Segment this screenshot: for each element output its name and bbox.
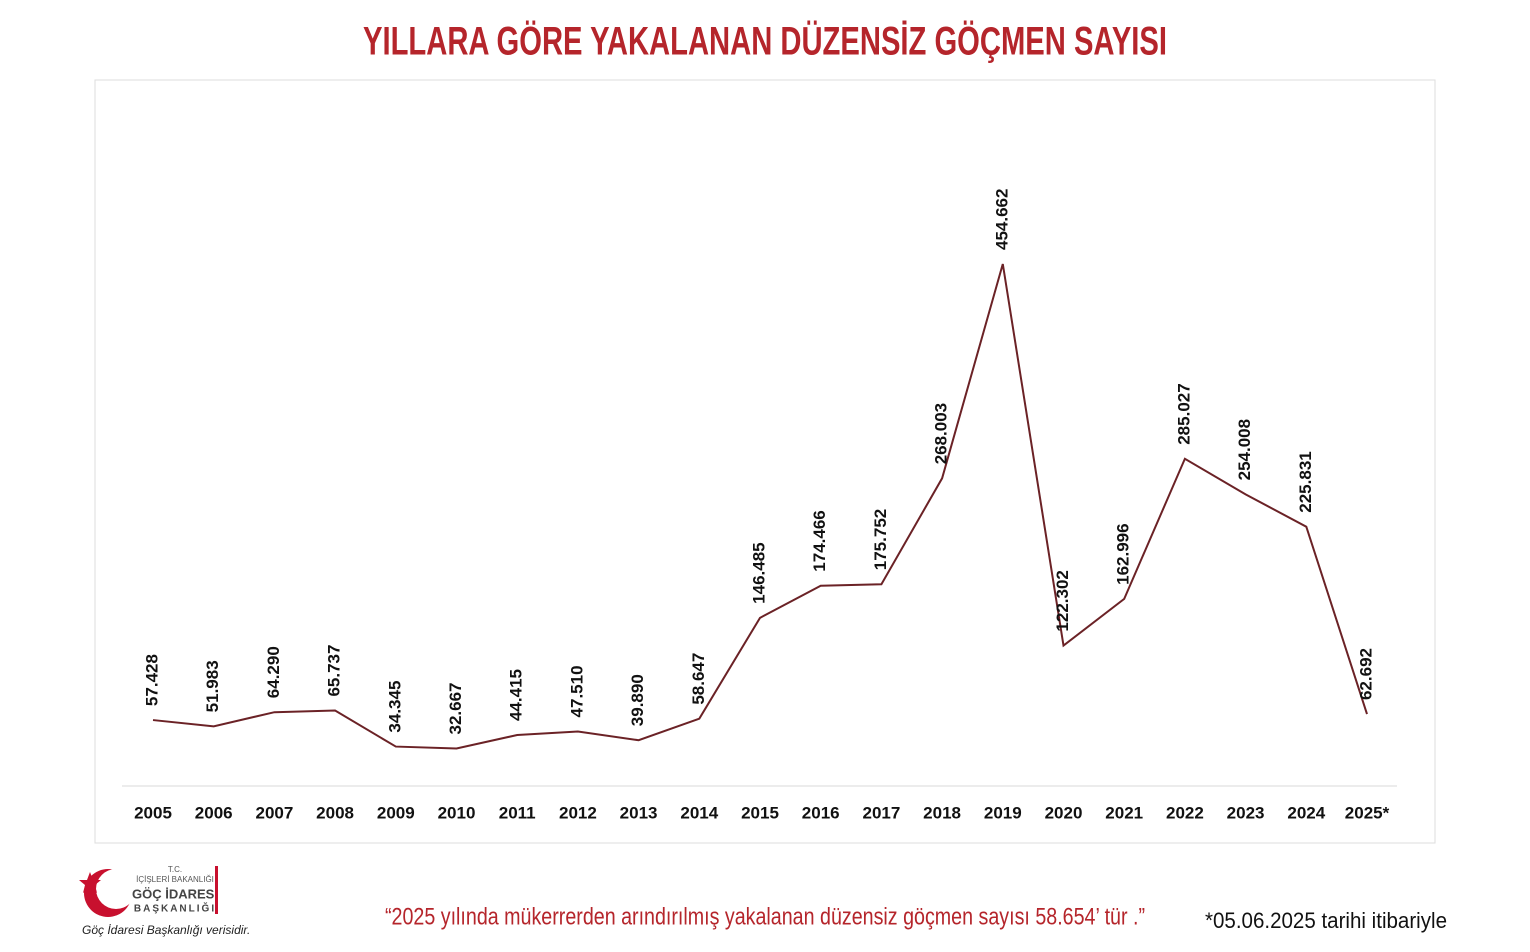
plot-frame: [94, 79, 1436, 844]
data-label: 44.415: [507, 669, 526, 721]
data-label: 34.345: [385, 681, 404, 733]
annotation: *05.06.2025 tarihi itibariyle: [1205, 908, 1447, 933]
data-label: 58.647: [689, 653, 708, 705]
data-label: 32.667: [446, 682, 465, 734]
annotation: “2025 yılında mükerrerden arındırılmış y…: [385, 903, 1145, 930]
x-tick-label: 2022: [1166, 803, 1204, 822]
logo-star: [79, 872, 101, 893]
logo-text: T.C.: [168, 865, 182, 874]
logo-text: İÇİŞLERİ BAKANLIĞI: [136, 875, 214, 884]
x-tick-label: 2008: [316, 803, 354, 822]
data-label: 57.428: [142, 654, 161, 706]
logo-text: BAŞKANLIĞI: [134, 902, 216, 915]
logo-text: GÖÇ İDARESİ: [132, 886, 218, 901]
data-label: 122.302: [1053, 570, 1072, 631]
x-tick-label: 2007: [255, 803, 293, 822]
source-note: Göç İdaresi Başkanlığı verisidir.: [82, 923, 250, 937]
x-tick-label: 2017: [862, 803, 900, 822]
data-label: 174.466: [810, 510, 829, 571]
x-tick-label: 2014: [680, 803, 718, 822]
x-tick-label: 2018: [923, 803, 961, 822]
data-label: 39.890: [628, 674, 647, 726]
x-tick-label: 2020: [1045, 803, 1083, 822]
line: [152, 263, 1368, 750]
data-label: 225.831: [1296, 451, 1315, 512]
data-label: 47.510: [567, 665, 586, 717]
x-tick-label: 2016: [802, 803, 840, 822]
x-tick-label: 2011: [499, 803, 536, 822]
data-label: 64.290: [264, 646, 283, 698]
x-tick-label: 2009: [377, 803, 415, 822]
x-tick-label: 2021: [1105, 803, 1143, 822]
x-tick-label: 2006: [195, 803, 233, 822]
data-label: 454.662: [992, 189, 1011, 250]
x-tick-label: 2023: [1227, 803, 1265, 822]
x-tick-label: 2025*: [1345, 803, 1390, 822]
data-label: 65.737: [325, 645, 344, 697]
x-tick-label: 2012: [559, 803, 597, 822]
data-label: 268.003: [932, 403, 951, 464]
data-label: 162.996: [1114, 523, 1133, 584]
logo-crescent-cut: [96, 869, 136, 909]
chart-title: YILLARA GÖRE YAKALANAN DÜZENSİZ GÖÇMEN S…: [363, 19, 1167, 64]
data-label: 285.027: [1174, 383, 1193, 444]
data-label: 51.983: [203, 660, 222, 712]
data-label: 62.692: [1356, 648, 1375, 700]
x-tick-label: 2019: [984, 803, 1022, 822]
x-tick-label: 2015: [741, 803, 779, 822]
data-label: 254.008: [1235, 419, 1254, 480]
x-tick-label: 2005: [134, 803, 172, 822]
logo: T.C. İÇİŞLERİ BAKANLIĞI GÖÇ İDARESİ BAŞK…: [79, 865, 250, 937]
x-tick-label: 2024: [1287, 803, 1325, 822]
data-label: 175.752: [871, 509, 890, 570]
x-tick-label: 2013: [620, 803, 658, 822]
x-tick-label: 2010: [438, 803, 476, 822]
logo-bar: [215, 866, 218, 914]
data-label: 146.485: [749, 542, 768, 603]
